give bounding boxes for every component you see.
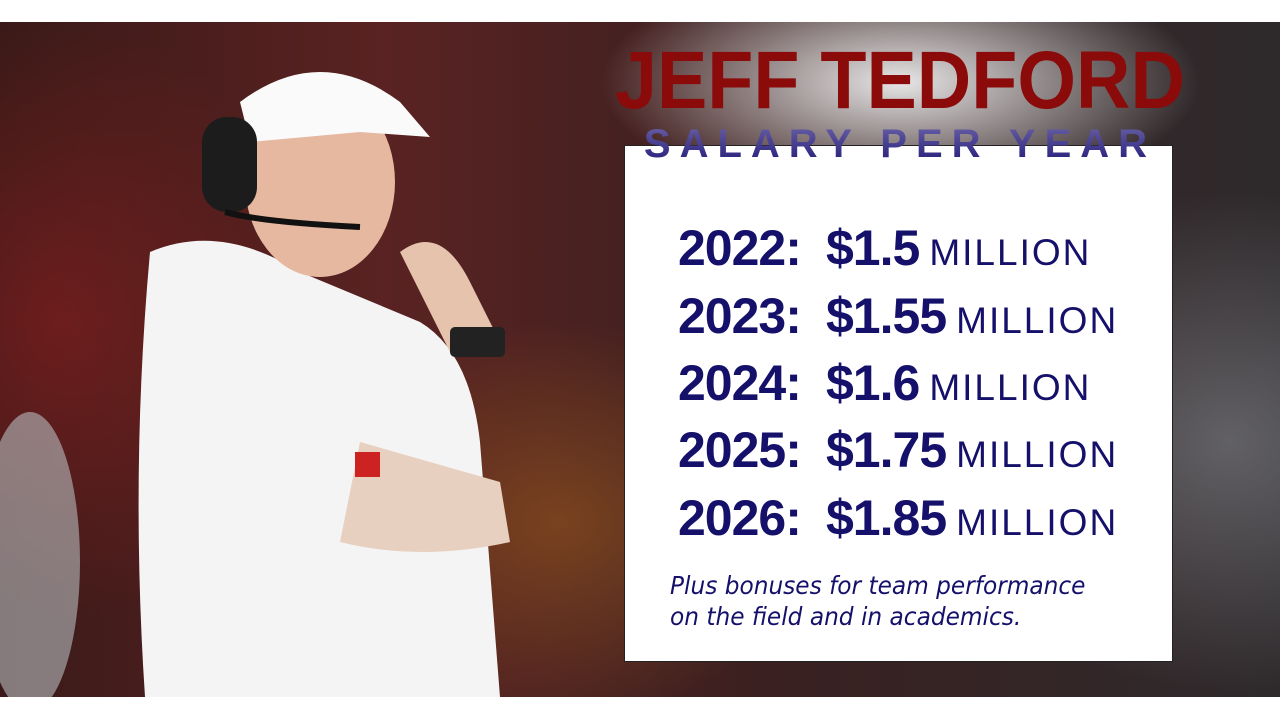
year: 2026: (678, 490, 802, 546)
amount: $1.55 MILLION (826, 288, 1119, 344)
subtitle: SALARY PER YEAR (600, 122, 1200, 166)
year: 2025: (678, 422, 802, 478)
note-line: Plus bonuses for team performance (670, 571, 1086, 600)
note-line: on the field and in academics. (670, 602, 1022, 631)
coach-photo (0, 72, 510, 697)
salary-box (624, 145, 1173, 662)
amount: $1.75 MILLION (826, 422, 1119, 478)
year: 2023: (678, 288, 802, 344)
amount: $1.5 MILLION (826, 220, 1092, 276)
year: 2022: (678, 220, 802, 276)
amount: $1.85 MILLION (826, 490, 1119, 546)
bonus-note: Plus bonuses for team performance on the… (670, 570, 1085, 632)
page-title: JEFF TEDFORD (614, 35, 1185, 126)
year: 2024: (678, 355, 802, 411)
amount: $1.6 MILLION (826, 355, 1092, 411)
